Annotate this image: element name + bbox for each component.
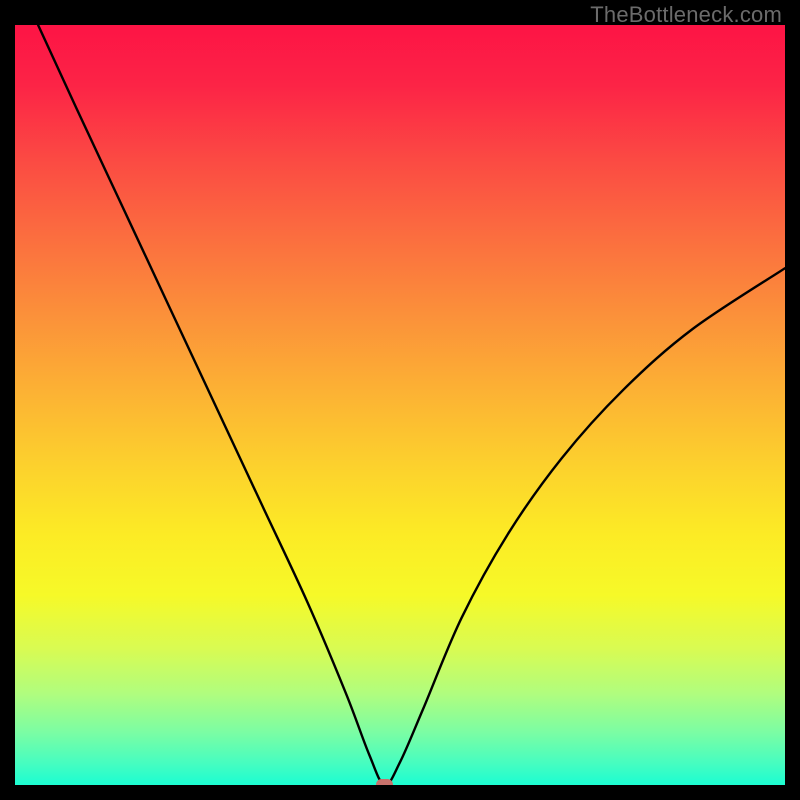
optimum-marker	[376, 779, 393, 785]
bottleneck-curve	[15, 25, 785, 785]
bottleneck-chart	[15, 25, 785, 785]
watermark-text: TheBottleneck.com	[590, 2, 782, 28]
